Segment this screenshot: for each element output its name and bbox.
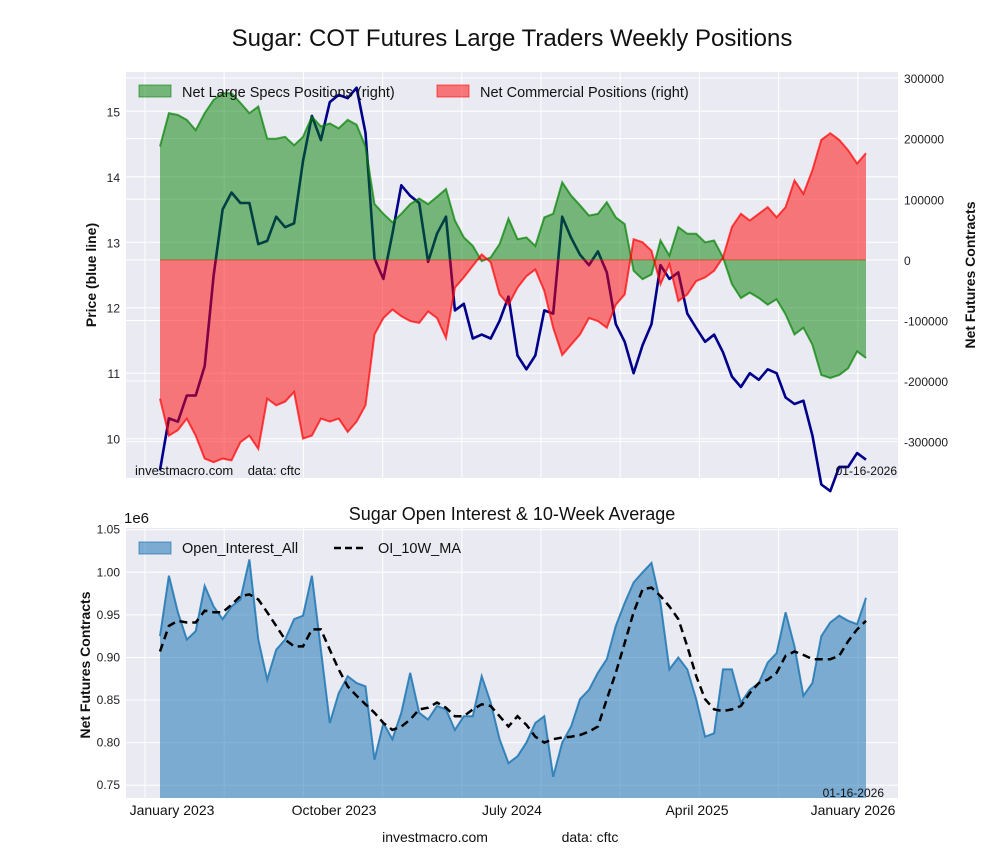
open-interest-tick-label: 0.90 (97, 650, 121, 664)
open-interest-marks (158, 559, 867, 798)
legend-swatch-open-interest (138, 541, 172, 555)
price-tick-label: 13 (107, 236, 121, 250)
specs-line (159, 92, 867, 380)
open-interest-title: Sugar Open Interest & 10-Week Average (349, 504, 676, 524)
price-tick-label: 14 (107, 171, 121, 185)
open-interest-tick-label: 1.05 (97, 523, 121, 537)
open-interest-axis-ticks: 0.75 0.80 0.85 0.90 0.95 1.00 1.05 (97, 523, 121, 793)
contracts-tick-label: 0 (904, 254, 911, 268)
price-tick-label: 15 (107, 105, 121, 119)
price-tick-label: 10 (107, 433, 121, 447)
price-axis-ticks: 10 11 12 13 14 15 (107, 105, 121, 446)
positions-legend: Net Large Specs Positions (right) Net Co… (138, 84, 689, 101)
open-interest-axis-label: Net Futures Contracts (77, 591, 93, 738)
open-interest-line (159, 559, 867, 777)
legend-swatch-commercial (436, 84, 470, 98)
legend-swatch-specs (138, 84, 172, 98)
date-tick-label: July 2024 (482, 802, 542, 818)
report-date-label-bottom: 01-16-2026 (823, 786, 885, 800)
positions-marks (158, 86, 867, 493)
price-axis-label: Price (blue line) (83, 223, 99, 327)
price-tick-label: 12 (107, 302, 121, 316)
footer-site: investmacro.com (382, 829, 488, 845)
report-date-label: 01-16-2026 (836, 464, 898, 478)
contracts-axis-ticks: 300000 200000 100000 0 -100000 -200000 -300000 (904, 72, 948, 450)
legend-label-moving-average: OI_10W_MA (378, 541, 461, 557)
date-axis-ticks: January 2023 October 2023 July 2024 April 2… (130, 802, 896, 818)
open-interest-tick-label: 0.80 (97, 736, 121, 750)
open-interest-tick-label: 0.85 (97, 693, 121, 707)
open-interest-chart: Sugar Open Interest & 10-Week Average 1e… (77, 504, 898, 818)
contracts-tick-label: -100000 (904, 314, 948, 328)
moving-average-line (158, 586, 867, 744)
contracts-tick-label: 300000 (904, 72, 944, 86)
contracts-tick-label: -300000 (904, 436, 948, 450)
open-interest-tick-label: 1.00 (97, 565, 121, 579)
date-tick-label: April 2025 (665, 802, 728, 818)
commercial-area (160, 133, 866, 463)
specs-area (160, 93, 866, 378)
y-scale-label: 1e6 (124, 510, 149, 527)
open-interest-area (160, 559, 866, 798)
commercial-line (159, 131, 867, 464)
legend-label-commercial: Net Commercial Positions (right) (480, 85, 689, 101)
watermark: investmacro.com data: cftc (135, 463, 301, 478)
footer-source: data: cftc (562, 829, 619, 845)
legend-label-specs: Net Large Specs Positions (right) (182, 85, 395, 101)
contracts-tick-label: -200000 (904, 375, 948, 389)
open-interest-legend: Open_Interest_All OI_10W_MA (138, 541, 461, 557)
contracts-axis-label: Net Futures Contracts (962, 201, 978, 348)
open-interest-tick-label: 0.75 (97, 778, 121, 792)
open-interest-tick-label: 0.95 (97, 608, 121, 622)
contracts-tick-label: 100000 (904, 193, 944, 207)
price-tick-label: 11 (108, 367, 121, 381)
positions-chart: 10 11 12 13 14 15 300000 200000 100000 0 -100000 -… (83, 72, 978, 493)
date-tick-label: January 2026 (811, 802, 896, 818)
date-tick-label: October 2023 (292, 802, 377, 818)
figure-title: Sugar: COT Futures Large Traders Weekly … (232, 25, 793, 52)
legend-label-open-interest: Open_Interest_All (182, 541, 298, 557)
contracts-tick-label: 200000 (904, 133, 944, 147)
date-tick-label: January 2023 (130, 802, 215, 818)
